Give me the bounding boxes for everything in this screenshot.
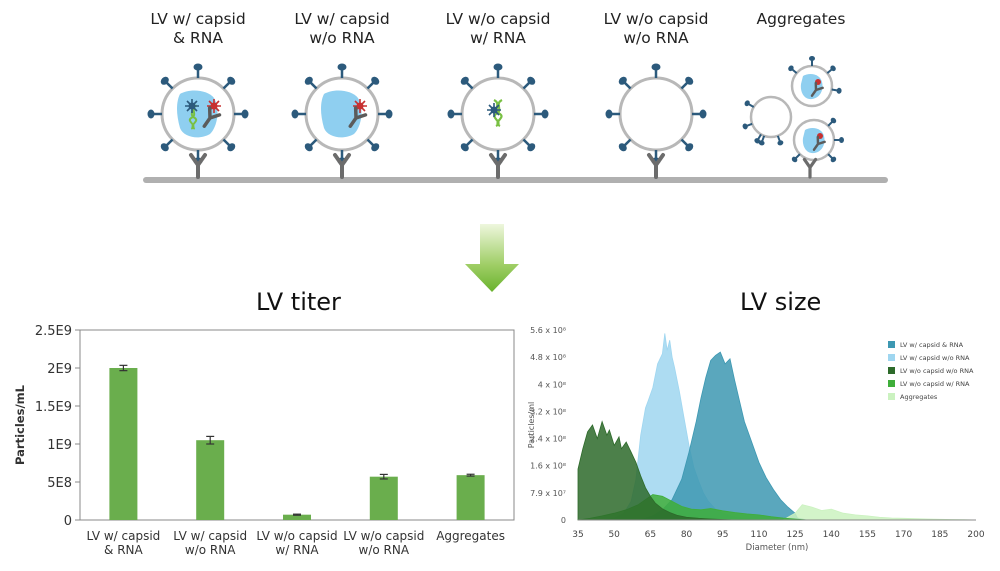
- size-area-chart: 0 7.9 x 10⁷ 1.6 x 10⁸ 2.4 x 10⁸ 3.2 x 10⁸ 4 x…: [527, 326, 985, 553]
- titer-xtick-label: LV w/ capsid & RNA: [86, 529, 160, 557]
- titer-ytick-label: 0: [64, 514, 72, 529]
- size-ytick-label: 4.8 x 10⁸: [530, 353, 566, 362]
- titer-bar: [456, 475, 485, 520]
- caption-lv-no-capsid-no-rna: LV w/o capsid w/o RNA: [603, 10, 709, 47]
- titer-ytick-label: 2.5E9: [35, 324, 72, 339]
- virus-no-capsid-rna: [448, 64, 549, 165]
- size-xtick-label: 95: [717, 530, 728, 540]
- virus-no-capsid-no-rna: [606, 64, 707, 165]
- size-area-lv-w-o-capsid-w-o-rna: [577, 420, 735, 521]
- size-xtick-label: 50: [608, 530, 620, 540]
- titer-xtick-label: LV w/o capsid w/ RNA: [256, 529, 337, 557]
- titer-bar: [196, 440, 225, 520]
- size-xtick-label: 110: [750, 530, 767, 540]
- size-ytick-label: 7.9 x 10⁷: [530, 489, 566, 498]
- titer-bar: [369, 476, 398, 520]
- size-xtick-label: 65: [645, 530, 656, 540]
- size-xtick-label: 185: [931, 530, 948, 540]
- size-legend-label: LV w/ capsid w/o RNA: [900, 354, 970, 362]
- size-ytick-label: 5.6 x 10⁸: [530, 326, 566, 335]
- titer-ytick-label: 1.5E9: [35, 400, 72, 415]
- size-xtick-label: 80: [681, 530, 693, 540]
- titer-ylabel: Particles/mL: [13, 384, 27, 465]
- virus-diagram: [143, 55, 888, 183]
- titer-bar: [283, 514, 311, 520]
- titer-plot-frame: [79, 329, 515, 521]
- size-ytick-label: 1.6 x 10⁸: [530, 462, 566, 471]
- size-ylabel: Particles/ml: [527, 402, 536, 448]
- titer-title: LV titer: [256, 288, 341, 316]
- size-legend-swatch: [888, 380, 895, 387]
- titer-ytick-label: 5E8: [47, 476, 72, 491]
- size-xtick-label: 125: [786, 530, 803, 540]
- caption-lv-no-capsid-rna: LV w/o capsid w/ RNA: [445, 10, 551, 47]
- size-xtick-label: 200: [967, 530, 984, 540]
- size-legend-swatch: [888, 341, 895, 348]
- titer-ytick-label: 1E9: [47, 438, 72, 453]
- size-legend-label: LV w/ capsid & RNA: [900, 341, 964, 349]
- size-area-lv-w-capsid-rna: [638, 351, 808, 521]
- virus-capsid-rna: [148, 64, 249, 165]
- caption-lv-capsid-rna: LV w/ capsid & RNA: [150, 10, 246, 47]
- size-ytick-label: 2.4 x 10⁸: [530, 435, 566, 444]
- size-xtick-label: 35: [572, 530, 583, 540]
- titer-bar: [109, 368, 138, 520]
- size-xtick-label: 155: [859, 530, 876, 540]
- size-area-aggregates: [781, 504, 977, 521]
- size-title: LV size: [740, 288, 822, 316]
- titer-xtick-label: Aggregates: [436, 529, 505, 543]
- caption-aggregates: Aggregates: [756, 10, 846, 28]
- size-legend-swatch: [888, 354, 895, 361]
- size-ytick-label: 4 x 10⁸: [538, 380, 566, 389]
- titer-xtick-label: LV w/ capsid w/o RNA: [173, 529, 247, 557]
- virus-capsid-no-rna: [292, 64, 393, 165]
- size-legend-swatch: [888, 367, 895, 374]
- titer-xtick-label: LV w/o capsid w/o RNA: [343, 529, 424, 557]
- size-ytick-label: 0: [561, 516, 566, 525]
- size-xlabel: Diameter (nm): [746, 543, 809, 553]
- size-legend-label: Aggregates: [900, 393, 938, 401]
- size-ytick-label: 3.2 x 10⁸: [530, 407, 566, 416]
- size-xtick-label: 140: [823, 530, 840, 540]
- size-legend-swatch: [888, 393, 895, 400]
- down-arrow-icon: [465, 224, 519, 292]
- caption-lv-capsid-no-rna: LV w/ capsid w/o RNA: [294, 10, 390, 47]
- titer-ytick-label: 2E9: [47, 362, 72, 377]
- size-xtick-label: 170: [895, 530, 912, 540]
- capture-surface: [143, 177, 888, 183]
- size-legend-label: LV w/o capsid w/ RNA: [900, 380, 970, 388]
- virus-aggregate: [740, 55, 845, 165]
- antibody-5: [802, 157, 818, 179]
- titer-bar-chart: 0 5E8 1E9 1.5E9 2E9 2.5E9 Particles/mL LV w/ ca…: [13, 324, 515, 557]
- size-legend-label: LV w/o capsid w/o RNA: [900, 367, 974, 375]
